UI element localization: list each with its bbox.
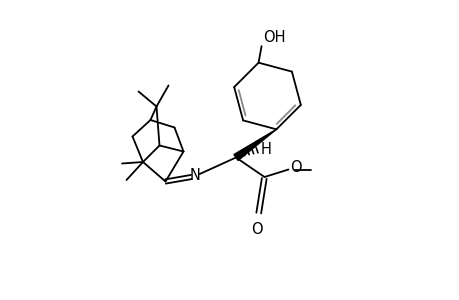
Text: OH: OH	[263, 30, 285, 45]
Text: O: O	[251, 222, 262, 237]
Text: H: H	[260, 142, 271, 158]
Text: O: O	[289, 160, 301, 175]
Polygon shape	[234, 129, 276, 161]
Text: N: N	[190, 168, 201, 183]
